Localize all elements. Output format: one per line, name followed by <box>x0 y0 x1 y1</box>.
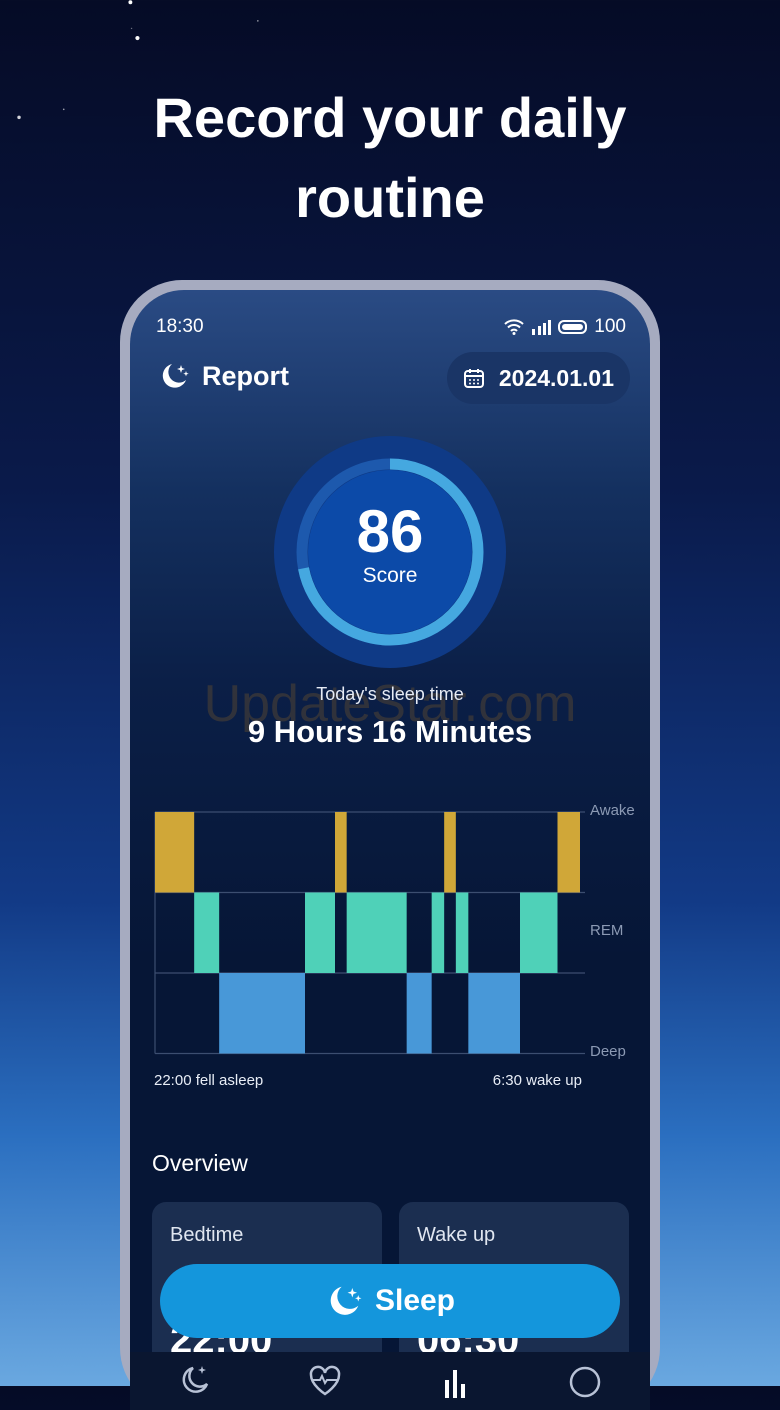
segment-rem <box>520 892 558 973</box>
calendar-icon <box>463 369 484 388</box>
headline-line-2: routine <box>295 166 485 229</box>
app-screen: 18:30 100 Report 2024.01.01 86 Score Upd… <box>130 290 650 1410</box>
nav-profile-tab[interactable] <box>567 1362 603 1398</box>
segment-rem <box>431 892 445 973</box>
segment-deep <box>468 973 520 1054</box>
score-display: 86 Score <box>274 500 506 588</box>
segment-rem <box>346 892 407 973</box>
score-progress-arc <box>296 458 484 646</box>
bedtime-title: Bedtime <box>170 1224 244 1246</box>
segment-deep <box>406 973 432 1054</box>
status-bar: 18:30 100 <box>156 316 626 338</box>
moon-stars-icon <box>162 364 189 388</box>
star <box>128 0 133 5</box>
segment-rem <box>305 892 335 973</box>
headline: Record your daily routine <box>0 78 780 238</box>
level-label-awake: Awake <box>590 802 635 819</box>
phone-frame: 18:30 100 Report 2024.01.01 86 Score Upd… <box>120 280 660 1410</box>
segment-rem <box>194 892 220 973</box>
starry-background <box>17 0 259 120</box>
moon-stars-icon <box>330 1286 362 1315</box>
sleep-button[interactable]: Sleep <box>160 1264 620 1338</box>
score-value: 86 <box>356 498 424 565</box>
segment-awake <box>557 812 580 893</box>
page-title: Report <box>202 360 289 391</box>
wifi-icon <box>504 319 524 335</box>
wake-up-label: 6:30 wake up <box>492 1072 582 1089</box>
segment-deep <box>219 973 305 1054</box>
fell-asleep-label: 22:00 fell asleep <box>154 1072 264 1089</box>
segment-awake <box>155 812 195 893</box>
star <box>257 20 259 22</box>
star <box>62 108 65 111</box>
date-value: 2024.01.01 <box>498 364 614 391</box>
bottom-nav <box>130 1352 650 1410</box>
battery-icon <box>558 320 588 334</box>
level-label-rem: REM <box>590 922 624 939</box>
signal-icon <box>532 320 552 335</box>
headline-line-1: Record your daily <box>153 86 627 149</box>
nav-sleep-tab[interactable] <box>177 1362 213 1398</box>
sleep-stage-chart <box>154 811 585 1055</box>
star <box>17 115 21 120</box>
date-picker-button[interactable]: 2024.01.01 <box>446 352 630 404</box>
star <box>130 27 133 30</box>
nav-heart-tab[interactable] <box>307 1362 343 1398</box>
level-label-deep: Deep <box>590 1043 626 1060</box>
sleep-button-label: Sleep <box>374 1284 456 1317</box>
segment-awake <box>444 812 456 893</box>
score-ring <box>274 436 506 668</box>
wakeup-title: Wake up <box>417 1224 496 1246</box>
segment-awake <box>335 812 347 893</box>
sleep-time-label: Today's sleep time <box>316 684 464 704</box>
battery-level: 100 <box>594 316 626 337</box>
status-time: 18:30 <box>156 316 204 337</box>
nav-report-tab[interactable] <box>437 1362 473 1398</box>
score-label: Score <box>362 564 418 587</box>
star <box>135 35 140 41</box>
segment-rem <box>455 892 469 973</box>
sleep-time-value: 9 Hours 16 Minutes <box>247 714 533 749</box>
watermark: UpdateStar.com <box>203 675 577 733</box>
overview-title: Overview <box>152 1150 248 1176</box>
page-header: Report <box>158 360 289 392</box>
